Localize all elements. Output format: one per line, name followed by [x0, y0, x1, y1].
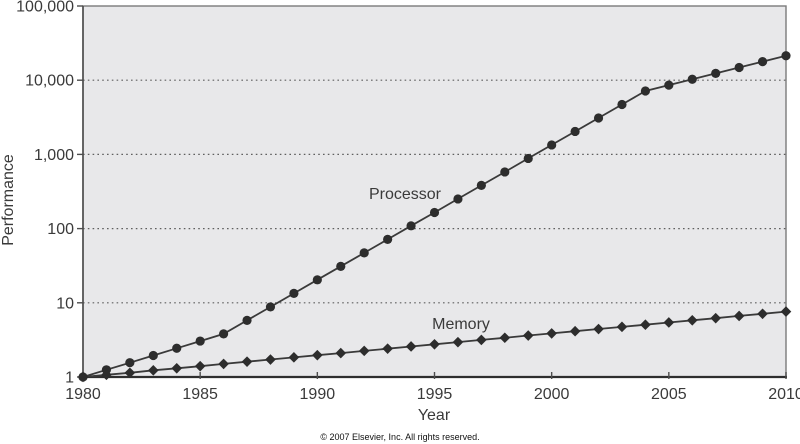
- data-point-diamond: [241, 356, 253, 367]
- data-point-circle: [687, 74, 697, 84]
- x-tick-label: 1990: [300, 386, 336, 403]
- data-point-diamond: [148, 365, 159, 376]
- x-tick-label: 1980: [65, 386, 101, 403]
- data-point-diamond: [382, 343, 393, 354]
- data-point-diamond: [476, 334, 487, 346]
- data-point-diamond: [405, 341, 417, 352]
- series-memory: Memory: [77, 306, 792, 383]
- data-point-diamond: [710, 312, 721, 324]
- data-point-diamond: [499, 332, 511, 344]
- data-point-diamond: [101, 369, 112, 381]
- data-point-diamond: [522, 330, 534, 341]
- data-point-circle: [359, 248, 369, 258]
- data-point-diamond: [171, 362, 183, 374]
- x-tick-label: 2005: [651, 386, 687, 403]
- x-tick-label: 2000: [534, 386, 570, 403]
- x-axis-title: Year: [418, 407, 451, 424]
- y-tick-label: 1,000: [34, 147, 74, 164]
- data-point-diamond: [640, 319, 651, 330]
- data-point-circle: [383, 234, 393, 245]
- data-point-diamond: [546, 328, 557, 339]
- y-axis-title: Performance: [0, 154, 17, 246]
- data-point-circle: [523, 153, 533, 164]
- y-tick-label: 10,000: [25, 73, 74, 90]
- data-point-circle: [476, 180, 486, 191]
- data-point-diamond: [616, 321, 628, 333]
- data-point-circle: [219, 329, 229, 339]
- data-point-diamond: [429, 338, 440, 350]
- y-tick-label: 10: [56, 295, 74, 312]
- data-point-diamond: [335, 347, 347, 359]
- data-point-circle: [640, 86, 651, 96]
- y-axis: 1 10 100 1,000 10,000 100,000: [16, 0, 83, 387]
- copyright-text: © 2007 Elsevier, Inc. All rights reserve…: [320, 432, 479, 442]
- data-point-diamond: [780, 306, 792, 317]
- x-tick-label: 2010: [768, 386, 800, 403]
- data-point-diamond: [265, 354, 276, 365]
- data-point-circle: [617, 99, 627, 110]
- data-point-diamond: [218, 358, 229, 370]
- data-point-circle: [148, 350, 158, 361]
- data-point-diamond: [733, 310, 745, 322]
- data-point-circle: [781, 51, 791, 61]
- data-point-circle: [242, 315, 252, 325]
- data-point-diamond: [452, 336, 464, 348]
- data-point-circle: [500, 167, 510, 177]
- data-point-circle: [453, 194, 463, 204]
- series-label-processor: Processor: [369, 186, 442, 203]
- series-label-memory: Memory: [432, 316, 490, 333]
- data-point-circle: [757, 57, 768, 67]
- plot-layer: 1 10 100 1,000 10,000 100,000 1980 1985 1990 1995…: [16, 0, 800, 403]
- data-point-circle: [593, 113, 604, 123]
- data-point-diamond: [77, 371, 89, 383]
- data-point-diamond: [757, 308, 768, 320]
- data-point-diamond: [593, 323, 604, 335]
- data-point-circle: [312, 275, 322, 285]
- data-point-circle: [289, 288, 299, 298]
- data-point-circle: [570, 126, 580, 137]
- data-point-circle: [711, 68, 721, 78]
- data-point-circle: [195, 336, 205, 346]
- data-point-diamond: [194, 360, 206, 372]
- x-axis: 1980 1985 1990 1995 2000 2005 2010: [65, 372, 800, 403]
- data-point-diamond: [312, 349, 323, 361]
- data-point-circle: [429, 207, 440, 218]
- x-tick-label: 1985: [182, 386, 218, 403]
- y-tick-label: 1: [65, 370, 74, 387]
- data-point-diamond: [124, 367, 136, 379]
- data-point-circle: [406, 221, 416, 231]
- y-tick-label: 100: [47, 221, 74, 238]
- data-point-circle: [172, 343, 182, 353]
- data-point-circle: [125, 358, 135, 368]
- data-point-diamond: [288, 352, 300, 363]
- data-point-circle: [547, 140, 557, 150]
- data-point-circle: [265, 302, 276, 312]
- plot-background: [83, 6, 786, 377]
- data-point-circle: [336, 261, 346, 271]
- data-point-circle: [734, 62, 744, 73]
- data-point-diamond: [358, 345, 370, 357]
- data-point-diamond: [686, 314, 698, 326]
- y-tick-label: 100,000: [16, 0, 74, 16]
- gridlines: [83, 79, 786, 304]
- x-tick-label: 1995: [417, 386, 453, 403]
- data-point-circle: [664, 80, 674, 90]
- data-point-diamond: [663, 317, 675, 328]
- data-point-diamond: [569, 325, 581, 337]
